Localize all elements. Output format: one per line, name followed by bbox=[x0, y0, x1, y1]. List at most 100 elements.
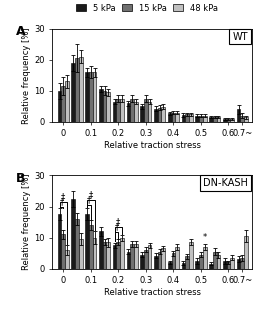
Bar bbox=[93, 72, 96, 122]
Bar bbox=[89, 72, 93, 122]
Bar bbox=[79, 57, 83, 122]
Text: DN-KASH: DN-KASH bbox=[203, 178, 248, 188]
Bar bbox=[217, 255, 220, 269]
Bar bbox=[134, 244, 138, 269]
Bar bbox=[113, 245, 116, 269]
Bar bbox=[158, 108, 162, 122]
Bar bbox=[195, 116, 199, 122]
Bar bbox=[213, 117, 217, 122]
Bar bbox=[72, 199, 75, 269]
Text: †: † bbox=[114, 222, 119, 231]
Text: ‡: ‡ bbox=[61, 192, 65, 201]
Bar bbox=[223, 261, 227, 269]
Text: *: * bbox=[203, 232, 207, 241]
Bar bbox=[134, 102, 138, 122]
Bar bbox=[203, 116, 206, 122]
Bar bbox=[72, 63, 75, 122]
Bar bbox=[213, 251, 217, 269]
Text: B: B bbox=[16, 172, 26, 185]
Bar bbox=[182, 263, 185, 269]
Bar bbox=[171, 113, 175, 122]
Bar bbox=[61, 234, 65, 269]
Text: WT: WT bbox=[232, 32, 248, 41]
Bar bbox=[89, 225, 93, 269]
Bar bbox=[99, 231, 103, 269]
Bar bbox=[154, 109, 158, 122]
Bar bbox=[130, 99, 134, 122]
Bar bbox=[158, 251, 162, 269]
Bar bbox=[199, 116, 203, 122]
Bar bbox=[168, 262, 171, 269]
Bar bbox=[130, 244, 134, 269]
Bar bbox=[240, 258, 244, 269]
Bar bbox=[107, 92, 110, 122]
Text: †: † bbox=[87, 195, 91, 204]
Bar bbox=[79, 239, 83, 269]
Bar bbox=[230, 258, 234, 269]
Bar bbox=[140, 255, 144, 269]
Bar bbox=[182, 115, 185, 122]
Bar bbox=[162, 107, 165, 122]
Bar bbox=[209, 117, 213, 122]
Bar bbox=[140, 106, 144, 122]
Bar bbox=[175, 113, 179, 122]
Bar bbox=[113, 102, 116, 122]
Text: ‡: ‡ bbox=[89, 191, 93, 200]
Bar bbox=[244, 117, 248, 122]
Bar bbox=[237, 110, 240, 122]
Bar bbox=[103, 91, 107, 122]
Bar bbox=[120, 99, 124, 122]
Bar bbox=[75, 219, 79, 269]
Bar bbox=[144, 99, 148, 122]
Bar bbox=[58, 214, 61, 269]
Bar bbox=[120, 238, 124, 269]
Bar bbox=[199, 255, 203, 269]
Bar bbox=[168, 113, 171, 122]
Bar bbox=[65, 81, 69, 122]
Y-axis label: Relative frequency [%]: Relative frequency [%] bbox=[22, 27, 31, 124]
Bar bbox=[148, 102, 151, 122]
Bar bbox=[61, 86, 65, 122]
Bar bbox=[185, 256, 189, 269]
Bar bbox=[93, 237, 96, 269]
Bar bbox=[103, 242, 107, 269]
Bar bbox=[209, 264, 213, 269]
Bar bbox=[85, 72, 89, 122]
Bar bbox=[85, 214, 89, 269]
Bar bbox=[189, 242, 193, 269]
Bar bbox=[185, 114, 189, 122]
Bar bbox=[227, 119, 230, 122]
Bar bbox=[65, 250, 69, 269]
X-axis label: Relative traction stress: Relative traction stress bbox=[104, 141, 201, 150]
Text: †: † bbox=[59, 197, 64, 206]
Bar bbox=[217, 117, 220, 122]
Bar bbox=[116, 242, 120, 269]
Bar bbox=[175, 247, 179, 269]
Bar bbox=[227, 262, 230, 269]
Bar bbox=[58, 91, 61, 122]
Bar bbox=[148, 245, 151, 269]
Bar bbox=[99, 89, 103, 122]
Bar bbox=[189, 114, 193, 122]
Bar bbox=[144, 250, 148, 269]
Bar bbox=[127, 251, 130, 269]
Bar bbox=[75, 58, 79, 122]
Bar bbox=[171, 253, 175, 269]
Bar bbox=[195, 261, 199, 269]
Bar bbox=[240, 116, 244, 122]
Bar bbox=[223, 119, 227, 122]
Bar bbox=[154, 256, 158, 269]
Bar bbox=[116, 99, 120, 122]
X-axis label: Relative traction stress: Relative traction stress bbox=[104, 288, 201, 297]
Y-axis label: Relative frequency [%]: Relative frequency [%] bbox=[22, 174, 31, 270]
Bar bbox=[127, 103, 130, 122]
Bar bbox=[230, 119, 234, 122]
Bar bbox=[162, 248, 165, 269]
Legend: 5 kPa, 15 kPa, 48 kPa: 5 kPa, 15 kPa, 48 kPa bbox=[73, 1, 220, 15]
Bar bbox=[237, 259, 240, 269]
Bar bbox=[203, 247, 206, 269]
Text: ‡: ‡ bbox=[116, 218, 120, 227]
Text: A: A bbox=[16, 25, 26, 38]
Bar bbox=[244, 236, 248, 269]
Bar bbox=[107, 242, 110, 269]
